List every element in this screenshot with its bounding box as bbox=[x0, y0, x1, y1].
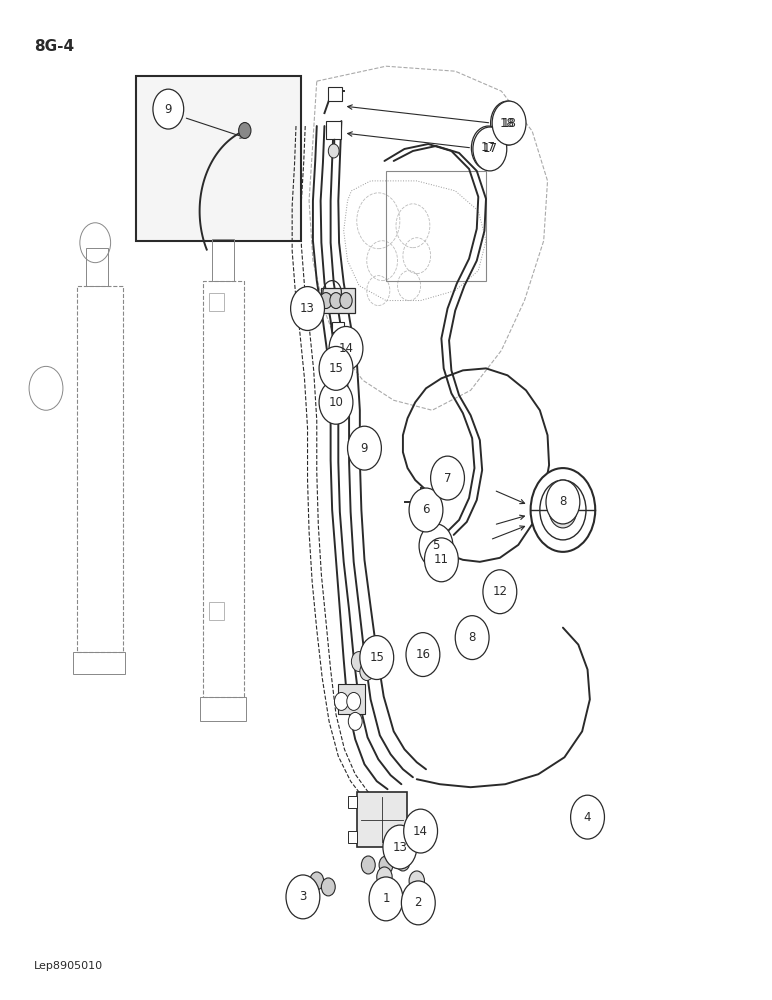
Bar bbox=[332, 322, 344, 332]
Circle shape bbox=[409, 488, 443, 532]
Text: 6: 6 bbox=[422, 503, 430, 516]
Bar bbox=[347, 831, 357, 843]
Text: 13: 13 bbox=[392, 841, 408, 854]
Bar bbox=[209, 602, 225, 620]
Text: 18: 18 bbox=[502, 117, 516, 130]
Circle shape bbox=[540, 480, 586, 540]
Text: 7: 7 bbox=[444, 472, 452, 485]
Bar bbox=[326, 121, 341, 139]
Bar bbox=[86, 248, 107, 286]
Text: Lep8905010: Lep8905010 bbox=[34, 961, 103, 971]
Text: 9: 9 bbox=[164, 103, 172, 116]
Circle shape bbox=[425, 541, 439, 559]
Circle shape bbox=[290, 287, 324, 330]
Bar bbox=[209, 293, 225, 311]
Text: 3: 3 bbox=[300, 890, 306, 903]
Circle shape bbox=[153, 89, 184, 129]
Circle shape bbox=[431, 456, 465, 500]
Bar bbox=[136, 76, 301, 241]
Circle shape bbox=[401, 881, 435, 925]
Text: 8G-4: 8G-4 bbox=[34, 39, 74, 54]
Text: 1: 1 bbox=[382, 892, 390, 905]
Circle shape bbox=[409, 871, 425, 891]
Circle shape bbox=[406, 633, 440, 677]
Bar bbox=[347, 796, 357, 808]
Bar bbox=[320, 288, 355, 313]
Circle shape bbox=[463, 622, 479, 642]
Text: 12: 12 bbox=[493, 585, 507, 598]
Text: 15: 15 bbox=[329, 362, 344, 375]
Circle shape bbox=[330, 293, 342, 309]
Circle shape bbox=[319, 346, 353, 390]
Circle shape bbox=[473, 127, 506, 171]
Text: 17: 17 bbox=[482, 142, 497, 155]
Text: 5: 5 bbox=[432, 539, 440, 552]
Circle shape bbox=[334, 692, 348, 710]
Circle shape bbox=[377, 867, 392, 887]
Circle shape bbox=[369, 877, 403, 921]
Circle shape bbox=[310, 872, 323, 890]
Circle shape bbox=[379, 856, 393, 874]
Circle shape bbox=[340, 293, 352, 309]
Circle shape bbox=[419, 524, 453, 568]
Text: 2: 2 bbox=[415, 896, 422, 909]
Bar bbox=[415, 496, 427, 508]
Circle shape bbox=[571, 795, 604, 839]
Circle shape bbox=[549, 492, 577, 528]
Text: 4: 4 bbox=[584, 811, 591, 824]
Text: 8: 8 bbox=[469, 631, 476, 644]
Circle shape bbox=[363, 438, 378, 458]
Circle shape bbox=[361, 856, 375, 874]
Text: 17: 17 bbox=[481, 141, 496, 154]
Text: 14: 14 bbox=[413, 825, 428, 838]
Bar bbox=[332, 363, 341, 385]
Circle shape bbox=[360, 663, 374, 680]
Circle shape bbox=[396, 853, 410, 871]
Bar bbox=[357, 792, 407, 847]
Text: 14: 14 bbox=[338, 342, 354, 355]
Circle shape bbox=[360, 636, 394, 680]
Circle shape bbox=[239, 123, 251, 138]
Text: 18: 18 bbox=[500, 117, 515, 130]
Circle shape bbox=[404, 809, 438, 853]
Text: 16: 16 bbox=[415, 648, 431, 661]
Bar bbox=[73, 652, 125, 674]
Bar bbox=[386, 171, 486, 281]
Text: 15: 15 bbox=[369, 651, 384, 664]
Circle shape bbox=[319, 380, 353, 424]
Text: 10: 10 bbox=[329, 396, 344, 409]
Text: 8: 8 bbox=[559, 495, 567, 508]
Circle shape bbox=[383, 825, 417, 869]
Circle shape bbox=[321, 878, 335, 896]
Circle shape bbox=[286, 875, 320, 919]
Circle shape bbox=[530, 468, 595, 552]
Circle shape bbox=[483, 570, 516, 614]
Text: 9: 9 bbox=[361, 442, 368, 455]
Circle shape bbox=[493, 101, 526, 145]
Circle shape bbox=[328, 144, 339, 158]
Circle shape bbox=[320, 293, 332, 309]
Bar bbox=[328, 87, 342, 101]
Circle shape bbox=[455, 616, 489, 660]
Bar bbox=[200, 697, 246, 721]
Circle shape bbox=[546, 480, 580, 524]
Bar bbox=[338, 684, 365, 714]
Circle shape bbox=[436, 470, 452, 490]
Bar bbox=[212, 239, 234, 281]
Circle shape bbox=[347, 692, 361, 710]
Circle shape bbox=[472, 126, 505, 170]
Text: 11: 11 bbox=[434, 553, 449, 566]
Bar bbox=[428, 512, 438, 542]
Text: 13: 13 bbox=[300, 302, 315, 315]
Circle shape bbox=[351, 652, 367, 672]
Circle shape bbox=[348, 712, 362, 730]
Circle shape bbox=[425, 538, 459, 582]
Circle shape bbox=[347, 426, 381, 470]
Circle shape bbox=[491, 101, 524, 145]
Circle shape bbox=[329, 326, 363, 370]
